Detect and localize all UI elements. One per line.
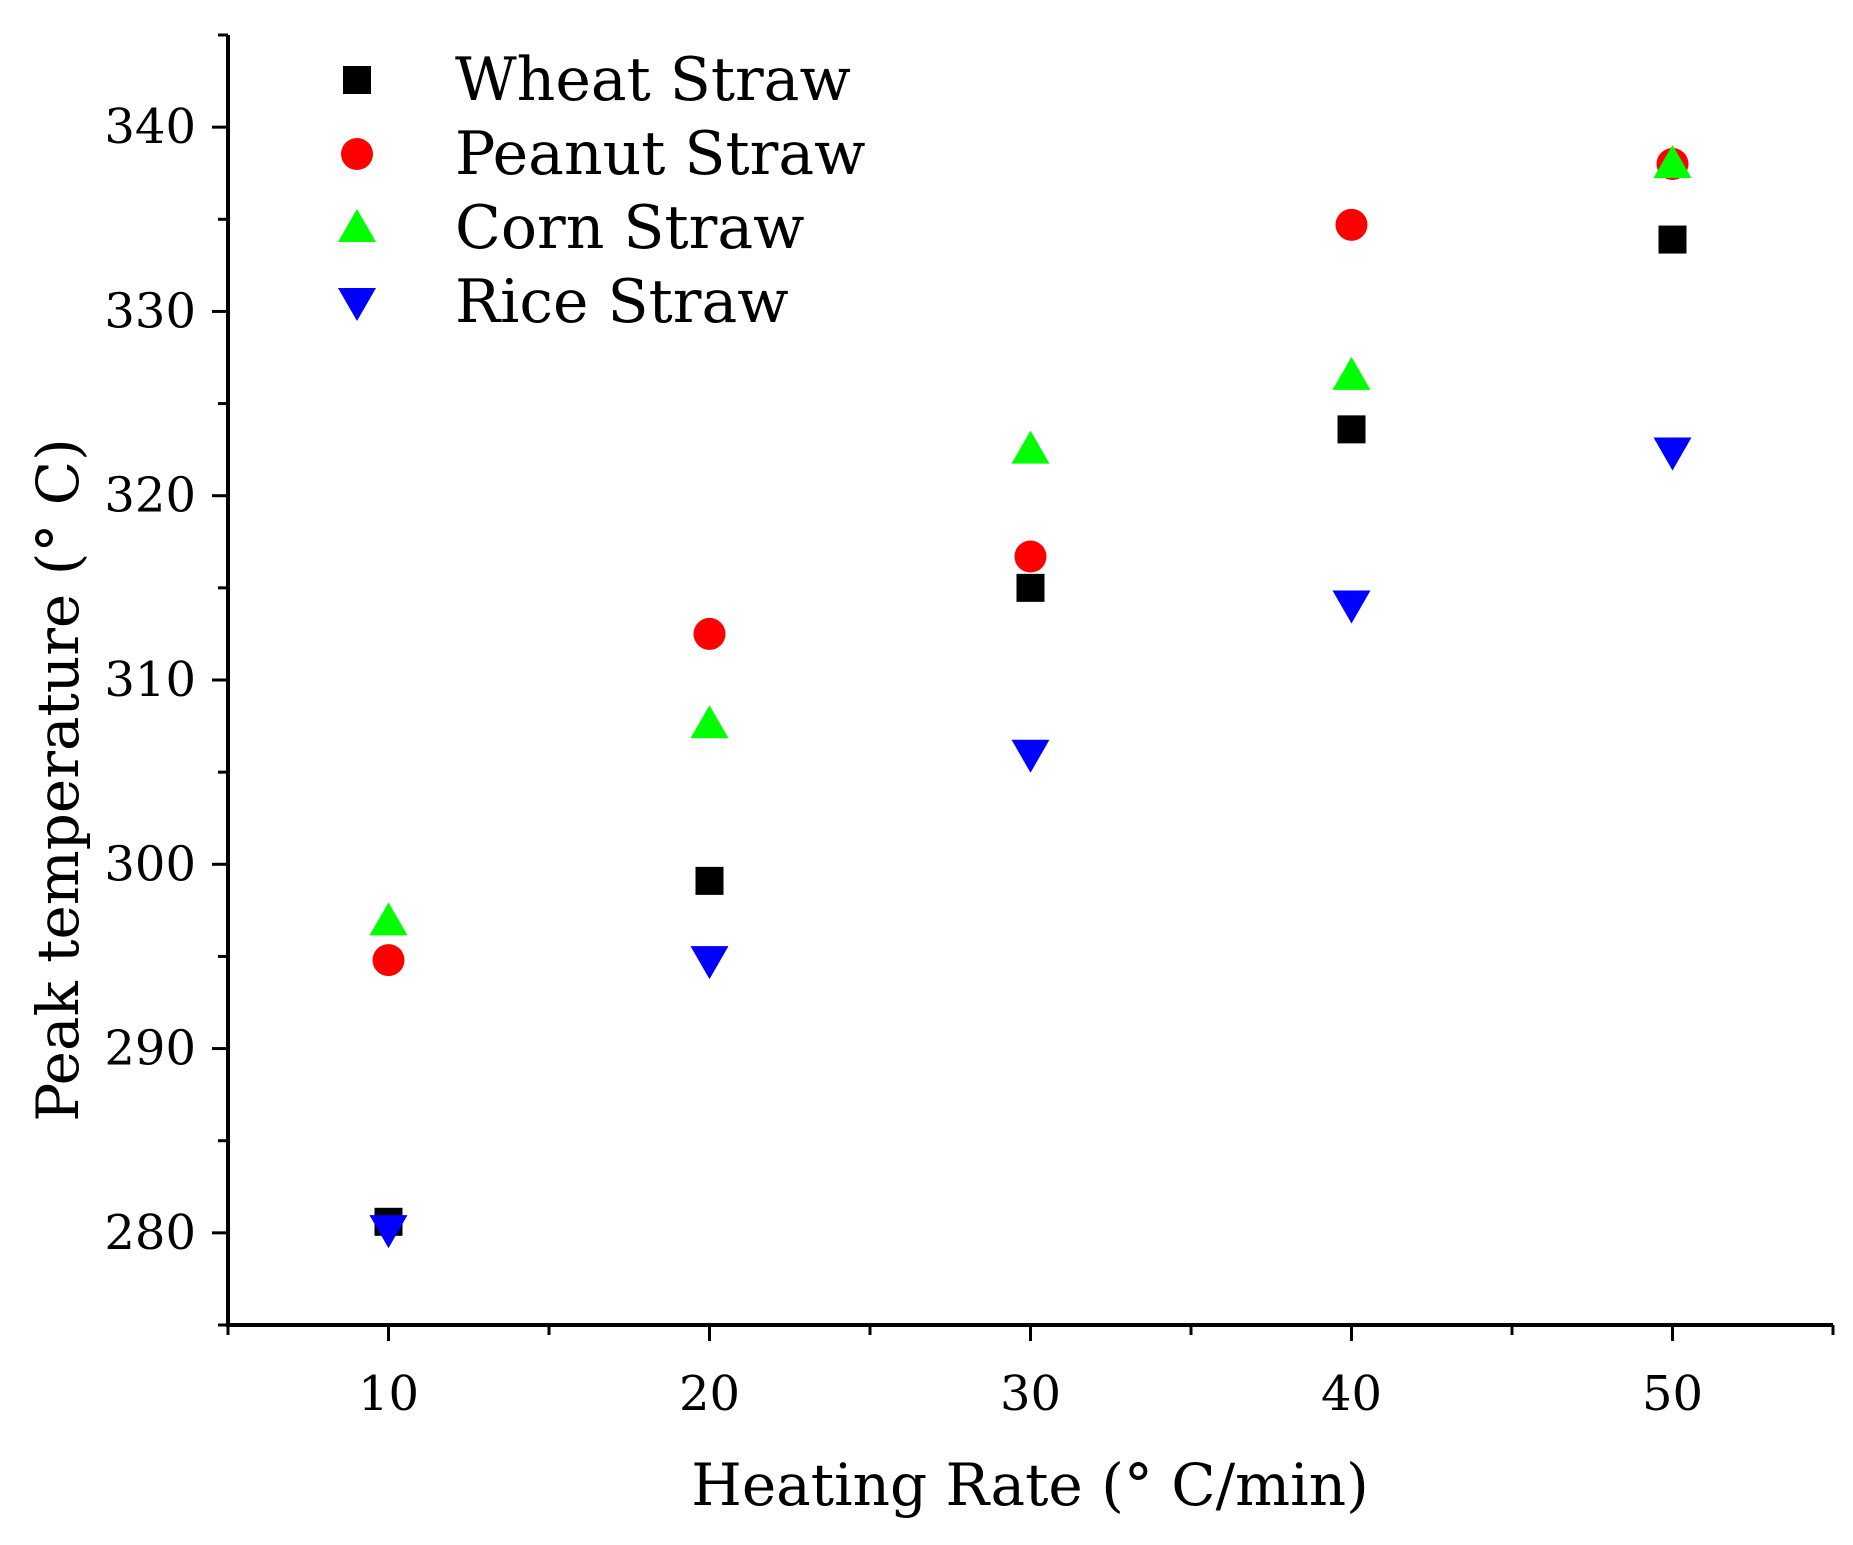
- peanut-straw-point: [372, 944, 405, 977]
- y-tick-label: 340: [104, 99, 196, 155]
- series-peanut-straw: [372, 148, 1689, 977]
- legend-label-corn-straw: Corn Straw: [455, 193, 804, 263]
- y-tick-label: 290: [104, 1021, 196, 1077]
- legend-label-wheat-straw: Wheat Straw: [455, 45, 851, 115]
- series-wheat-straw: [374, 225, 1687, 1236]
- rice-straw-point: [1653, 437, 1692, 471]
- wheat-straw-point: [695, 866, 724, 895]
- x-axis-title: Heating Rate (° C/min): [691, 1451, 1368, 1519]
- x-tick-label: 10: [358, 1366, 419, 1422]
- x-tick-label: 30: [1000, 1366, 1061, 1422]
- corn-straw-point: [369, 902, 408, 936]
- rice-straw-point: [369, 1215, 408, 1249]
- x-tick-label: 20: [679, 1366, 740, 1422]
- y-tick-label: 310: [104, 652, 196, 708]
- corn-straw-point: [690, 705, 729, 739]
- wheat-straw-point: [1337, 415, 1366, 444]
- corn-straw-point: [1332, 356, 1371, 390]
- legend-marker-peanut-straw: [341, 138, 373, 170]
- peanut-straw-point: [1014, 540, 1047, 573]
- legend-marker-rice-straw: [338, 288, 376, 321]
- y-tick-label: 320: [104, 468, 196, 524]
- corn-straw-point: [1011, 430, 1050, 464]
- rice-straw-point: [690, 946, 729, 980]
- y-tick-label: 330: [104, 283, 196, 339]
- series-rice-straw: [369, 437, 1692, 1249]
- x-axis-ticks: 10 20 30 40 50: [226, 1325, 1835, 1422]
- legend-label-peanut-straw: Peanut Straw: [455, 119, 865, 189]
- wheat-straw-point: [1016, 573, 1045, 602]
- corn-straw-point: [1653, 145, 1692, 178]
- y-axis-title: Peak temperature (° C): [24, 438, 92, 1122]
- series-corn-straw: [369, 145, 1692, 936]
- peanut-straw-point: [1335, 208, 1368, 241]
- legend-marker-wheat-straw: [343, 66, 371, 94]
- y-axis-ticks: 280 290 300 310 320 330 340: [104, 33, 228, 1327]
- legend-marker-corn-straw: [338, 209, 376, 242]
- rice-straw-point: [1011, 739, 1050, 773]
- x-tick-label: 50: [1642, 1366, 1703, 1422]
- y-tick-label: 300: [104, 836, 196, 892]
- data-points: [369, 145, 1692, 1249]
- peanut-straw-point: [693, 617, 726, 650]
- legend-label-rice-straw: Rice Straw: [455, 267, 789, 337]
- x-tick-label: 40: [1321, 1366, 1382, 1422]
- y-tick-label: 280: [104, 1205, 196, 1261]
- rice-straw-point: [1332, 590, 1371, 624]
- wheat-straw-point: [1658, 225, 1687, 254]
